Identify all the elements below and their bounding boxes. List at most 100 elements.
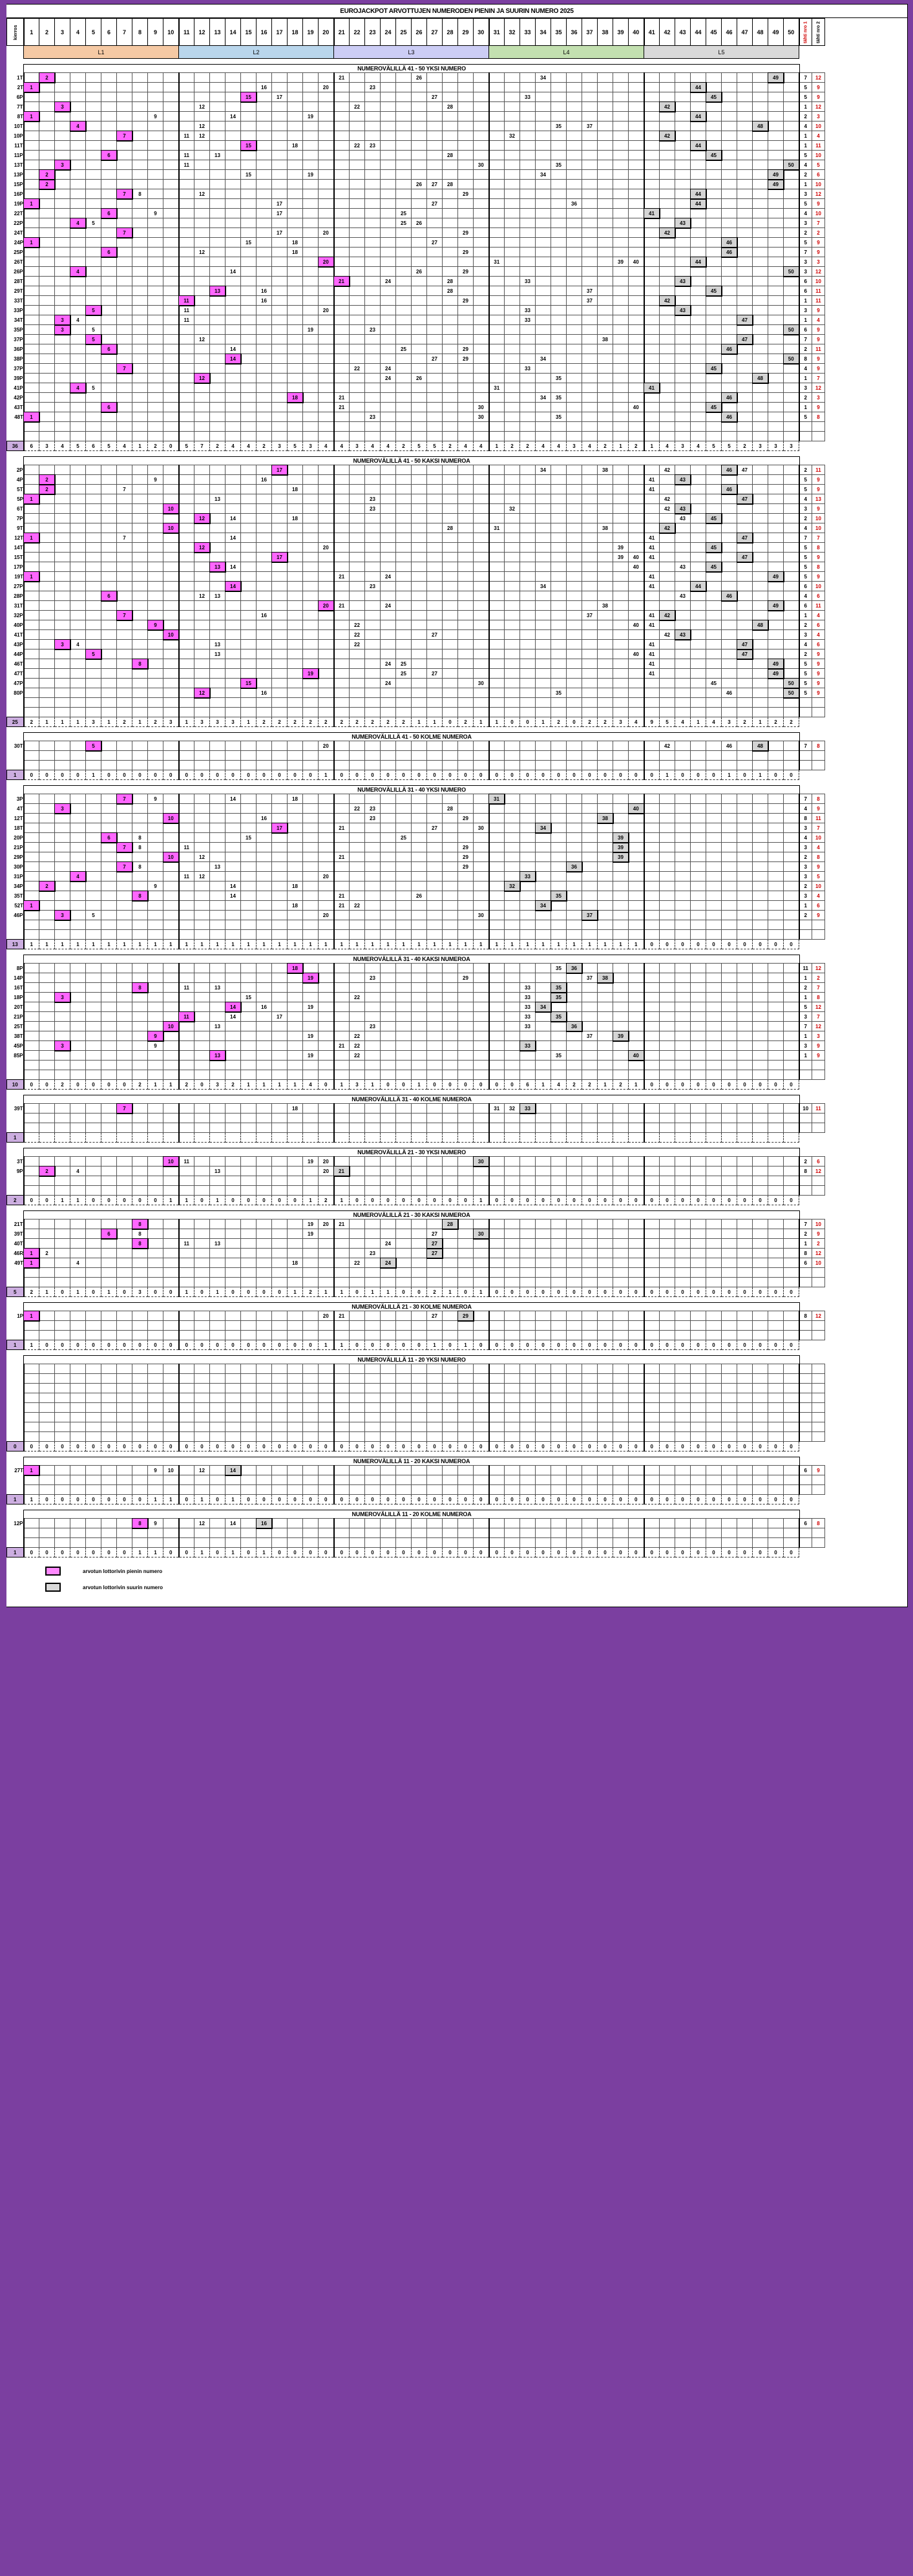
- cell-28[interactable]: [442, 591, 458, 601]
- cell-7[interactable]: [116, 266, 132, 277]
- cell-41[interactable]: [643, 334, 660, 344]
- cell-47[interactable]: [737, 160, 753, 170]
- cell-7[interactable]: [116, 494, 132, 504]
- star1-value[interactable]: 6: [798, 600, 812, 611]
- cell-17[interactable]: [271, 131, 288, 141]
- table-row[interactable]: 21P 7 8 11 29 39 3 4: [6, 841, 825, 853]
- cell-18[interactable]: [287, 629, 303, 640]
- cell-47[interactable]: [737, 668, 753, 679]
- cell-4[interactable]: [70, 852, 86, 862]
- cell-31[interactable]: [488, 295, 505, 306]
- cell-39[interactable]: [613, 334, 629, 344]
- cell-22[interactable]: [349, 237, 365, 248]
- cell-48[interactable]: [752, 160, 768, 170]
- cell-21[interactable]: [333, 513, 350, 523]
- cell-12[interactable]: [194, 286, 210, 296]
- cell-45[interactable]: [706, 552, 722, 562]
- cell-5[interactable]: [85, 131, 101, 141]
- cell-39[interactable]: [613, 305, 629, 315]
- cell-25[interactable]: [395, 354, 412, 364]
- cell-50[interactable]: [783, 992, 799, 1002]
- cell-30[interactable]: [473, 111, 489, 121]
- cell-2[interactable]: [39, 992, 55, 1002]
- cell-45[interactable]: [706, 813, 722, 823]
- cell-36[interactable]: [566, 910, 582, 920]
- cell-26[interactable]: [411, 227, 427, 238]
- cell-31[interactable]: [488, 354, 505, 364]
- cell-1[interactable]: 1: [23, 493, 40, 505]
- cell-6[interactable]: [101, 659, 117, 669]
- cell-4[interactable]: 4: [69, 871, 87, 882]
- cell-34[interactable]: [535, 484, 551, 494]
- cell-29[interactable]: [457, 131, 474, 141]
- cell-9[interactable]: [147, 402, 163, 412]
- cell-42[interactable]: [659, 910, 675, 920]
- cell-49[interactable]: [768, 813, 784, 823]
- cell-45[interactable]: [706, 649, 722, 659]
- cell-41[interactable]: [643, 179, 660, 189]
- star1-value[interactable]: 1: [798, 131, 812, 141]
- cell-34[interactable]: [535, 571, 551, 582]
- cell-10[interactable]: [163, 198, 179, 209]
- cell-13[interactable]: [209, 92, 226, 102]
- star2-value[interactable]: 5: [812, 160, 825, 170]
- cell-11[interactable]: [178, 334, 194, 344]
- cell-11[interactable]: [178, 852, 194, 862]
- star2-value[interactable]: 11: [812, 140, 825, 151]
- cell-29[interactable]: [457, 992, 474, 1002]
- cell-11[interactable]: [178, 649, 194, 659]
- cell-6[interactable]: [101, 92, 117, 102]
- cell-34[interactable]: [535, 101, 551, 112]
- cell-27[interactable]: [426, 562, 443, 572]
- cell-21[interactable]: [333, 649, 350, 659]
- cell-42[interactable]: 42: [659, 741, 675, 751]
- cell-18[interactable]: [287, 610, 303, 620]
- cell-17[interactable]: [271, 363, 288, 374]
- cell-20[interactable]: [318, 344, 334, 354]
- cell-5[interactable]: [85, 688, 101, 698]
- cell-19[interactable]: [302, 474, 319, 485]
- cell-13[interactable]: [209, 324, 226, 335]
- cell-25[interactable]: [395, 992, 412, 1002]
- cell-8[interactable]: [132, 465, 148, 475]
- cell-30[interactable]: [473, 639, 489, 649]
- cell-2[interactable]: [39, 150, 55, 160]
- cell-5[interactable]: [85, 620, 101, 630]
- cell-10[interactable]: [163, 542, 179, 553]
- cell-37[interactable]: 37: [582, 286, 598, 296]
- cell-21[interactable]: [333, 881, 350, 891]
- cell-9[interactable]: [147, 1002, 163, 1012]
- cell-41[interactable]: [643, 412, 660, 422]
- cell-23[interactable]: 23: [364, 803, 381, 814]
- cell-30[interactable]: [473, 484, 489, 494]
- cell-31[interactable]: [488, 1002, 505, 1012]
- cell-21[interactable]: [333, 620, 350, 630]
- cell-31[interactable]: [488, 247, 505, 257]
- cell-33[interactable]: 33: [519, 871, 536, 882]
- cell-11[interactable]: [178, 494, 194, 504]
- cell-29[interactable]: [457, 610, 474, 620]
- cell-6[interactable]: [101, 523, 117, 533]
- cell-46[interactable]: [721, 581, 737, 591]
- cell-40[interactable]: [628, 247, 644, 257]
- cell-39[interactable]: [613, 659, 629, 669]
- cell-11[interactable]: [178, 503, 194, 514]
- cell-13[interactable]: [209, 257, 226, 267]
- cell-31[interactable]: [488, 741, 505, 751]
- cell-23[interactable]: [364, 266, 381, 277]
- cell-21[interactable]: [333, 373, 350, 383]
- cell-9[interactable]: [147, 334, 163, 344]
- cell-38[interactable]: [597, 503, 613, 514]
- cell-15[interactable]: [240, 552, 257, 562]
- cell-33[interactable]: [519, 131, 536, 141]
- cell-20[interactable]: [318, 354, 334, 364]
- cell-48[interactable]: [752, 982, 768, 993]
- cell-34[interactable]: [535, 189, 551, 199]
- cell-12[interactable]: 12: [194, 101, 210, 112]
- cell-29[interactable]: [457, 494, 474, 504]
- cell-19[interactable]: [302, 688, 319, 698]
- cell-48[interactable]: 48: [751, 372, 769, 384]
- cell-14[interactable]: [225, 982, 241, 993]
- cell-34[interactable]: [535, 474, 551, 485]
- star2-value[interactable]: 12: [812, 383, 825, 393]
